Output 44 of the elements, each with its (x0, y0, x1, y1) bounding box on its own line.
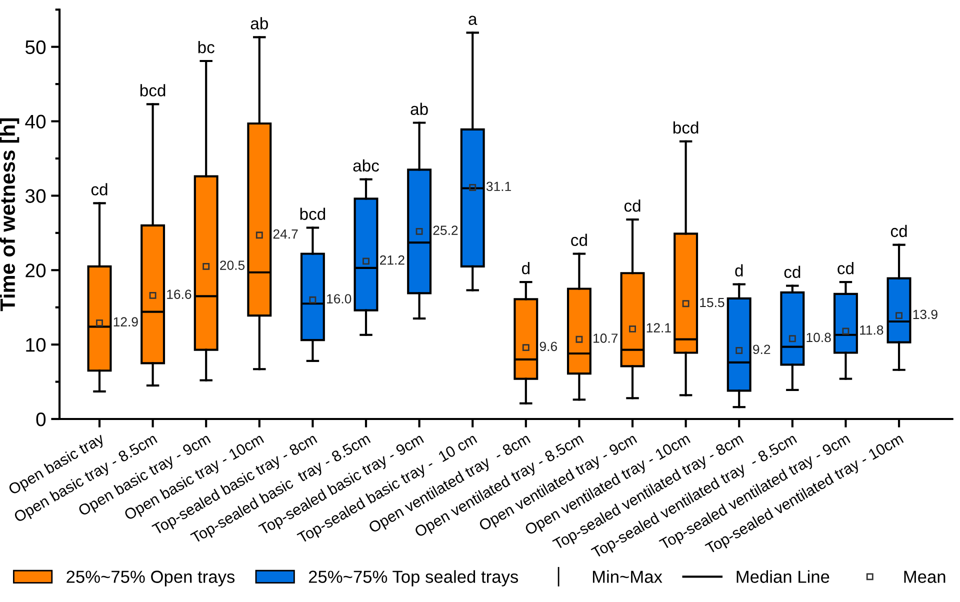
text: 20.5 (220, 260, 245, 270)
legend-label: 25%~75% Top sealed trays (308, 570, 518, 586)
annotation: d (735, 264, 743, 277)
annotation: a (468, 16, 478, 25)
text: 12.9 (114, 317, 138, 327)
text: Mean (904, 570, 946, 583)
text: 31.1 (486, 182, 511, 192)
text: 16.6 (167, 290, 192, 299)
annotation: bcd (140, 84, 166, 96)
annotation: cd (890, 224, 907, 238)
y-tick-label: 40 (25, 114, 46, 129)
annotation: cd (784, 266, 800, 278)
text: 15.5 (700, 298, 724, 308)
text: 12.1 (646, 323, 671, 332)
y-tick-label: 30 (25, 189, 46, 203)
text: 10.8 (806, 332, 831, 342)
annotation: cd (571, 234, 587, 246)
annotation: bcd (300, 208, 326, 220)
y-axis-title: Time of wetness [h] (0, 118, 20, 312)
annotation: bc (198, 40, 214, 54)
annotation: cd (624, 200, 640, 212)
text: 9.6 (540, 342, 557, 352)
text: 13.9 (913, 310, 938, 320)
y-tick-label: 20 (26, 264, 46, 278)
annotation: abc (353, 159, 379, 172)
text: Median Line (736, 570, 830, 583)
text: 24.7 (273, 229, 298, 239)
annotation: cd (838, 262, 854, 274)
annotation: cd (91, 183, 108, 196)
annotation: d (522, 262, 530, 274)
text: 16.0 (327, 294, 352, 304)
text: 11.8 (860, 325, 884, 335)
text: Min~Max (592, 570, 662, 583)
annotation: bcd (673, 121, 698, 134)
y-tick-label: 10 (26, 338, 46, 352)
annotation: ab (410, 102, 428, 116)
y-tick-label: 50 (25, 40, 46, 54)
legend-label: 25%~75% Open trays (66, 570, 235, 586)
text: 9.2 (753, 344, 770, 354)
text: 10.7 (594, 334, 618, 343)
y-tick-label: 0 (36, 412, 46, 426)
text: 21.2 (380, 255, 404, 265)
text: 25.2 (433, 226, 458, 235)
annotation: ab (250, 17, 268, 30)
